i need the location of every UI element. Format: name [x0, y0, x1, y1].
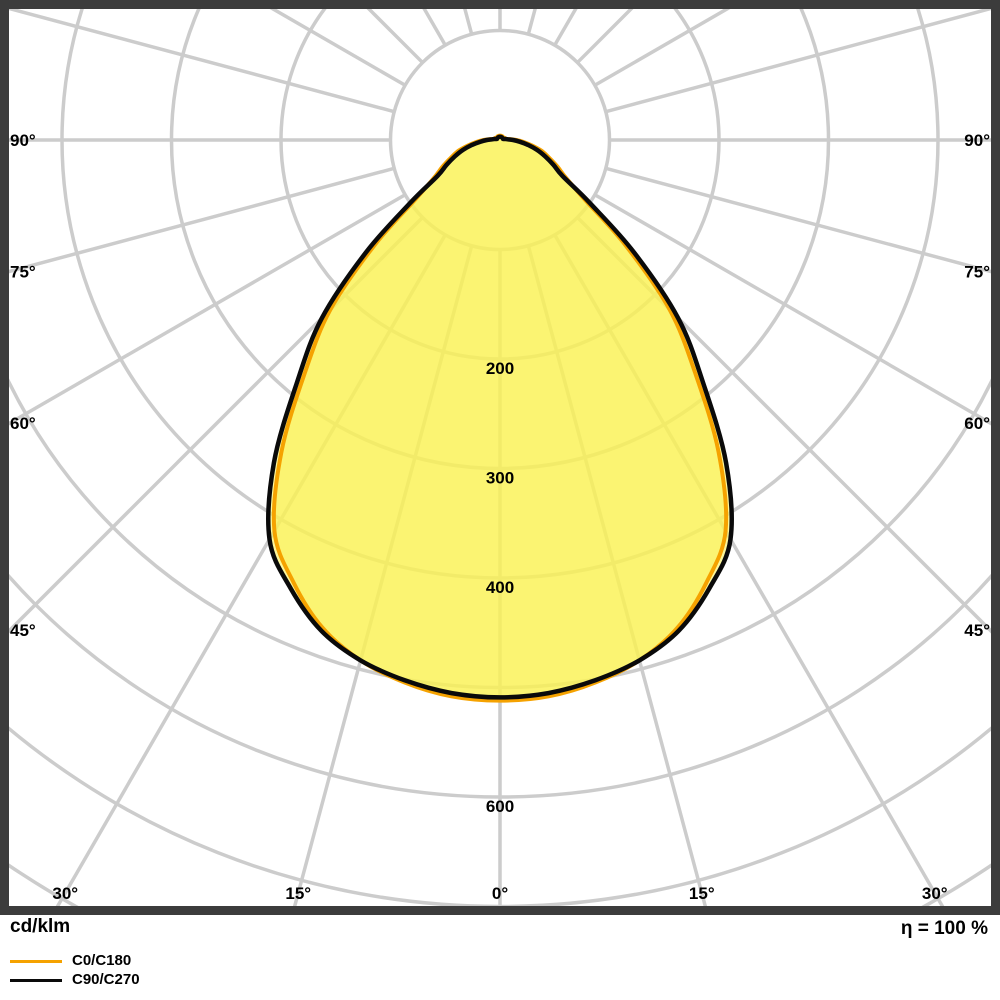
polar-grid-spoke-105: [605, 9, 991, 114]
polar-grid-spoke--75: [9, 166, 395, 274]
curve-fill-c90-c270: [268, 136, 732, 698]
legend-item-c0-c180: C0/C180: [10, 952, 140, 970]
polar-grid-spoke--105: [9, 9, 395, 114]
angle-label-right-60: 60°: [964, 414, 990, 433]
ring-value-label-300: 300: [486, 469, 514, 488]
legend-item-c90-c270: C90/C270: [10, 971, 140, 989]
polar-grid-spoke--45: [9, 216, 424, 634]
angle-label-left-45: 45°: [10, 621, 36, 640]
angle-label-right-45: 45°: [964, 621, 990, 640]
angle-label-bottom-R15: 15°: [689, 884, 715, 903]
polar-grid-spoke--60: [9, 193, 407, 426]
angle-label-right-75: 75°: [964, 262, 990, 281]
units-label: cd/klm: [10, 916, 71, 937]
polar-grid-spoke-45: [576, 216, 991, 634]
angle-label-left-75: 75°: [10, 262, 36, 281]
legend: C0/C180 C90/C270: [10, 952, 140, 990]
legend-line-c0-c180-swatch: [10, 959, 62, 963]
efficiency-label: η = 100 %: [900, 918, 988, 939]
plot-frame: [0, 0, 1000, 915]
angle-label-bottom-L30: 30°: [52, 884, 78, 903]
ring-value-label-600: 600: [486, 797, 514, 816]
angle-label-left-90: 90°: [10, 131, 36, 150]
legend-line-c90-c270-swatch: [10, 978, 62, 982]
angle-label-bottom-R30: 30°: [922, 884, 948, 903]
polar-grid-spoke-60: [593, 193, 991, 426]
ring-value-label-400: 400: [486, 578, 514, 597]
angle-label-bottom-L15: 15°: [285, 884, 311, 903]
angle-label-left-60: 60°: [10, 414, 36, 433]
ring-value-label-200: 200: [486, 359, 514, 378]
polar-grid-spoke-75: [605, 166, 991, 274]
angle-label-bottom-R0: 0°: [492, 884, 508, 903]
legend-label-c90-c270: C90/C270: [72, 971, 140, 988]
angle-label-right-90: 90°: [964, 131, 990, 150]
polar-grid-and-curves: 200 300 400 600 90° 90° 75° 75° 60° 60° 45° 45° 30° 1…: [9, 9, 991, 906]
curve-c90-c270: [266, 134, 734, 700]
polar-light-distribution-chart: 200 300 400 600 90° 90° 75° 75° 60° 60° 45° 45° 30° 1…: [0, 0, 1000, 915]
legend-label-c0-c180: C0/C180: [72, 952, 132, 969]
